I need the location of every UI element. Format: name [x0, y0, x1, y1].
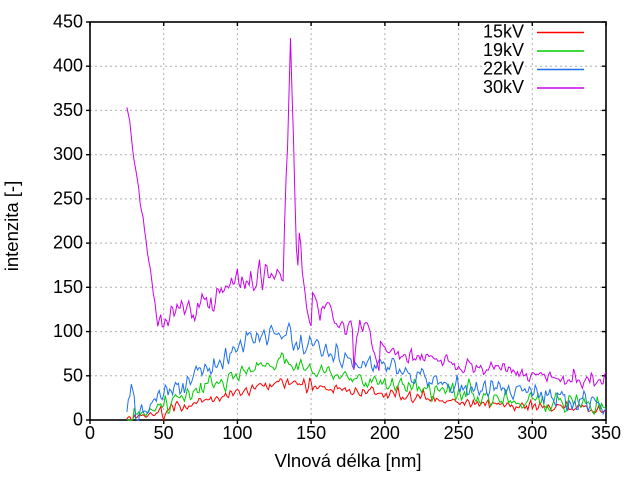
svg-text:200: 200	[53, 233, 83, 253]
svg-text:250: 250	[444, 423, 474, 443]
svg-text:22kV: 22kV	[483, 59, 524, 79]
svg-text:150: 150	[53, 277, 83, 297]
svg-text:100: 100	[53, 321, 83, 341]
svg-text:400: 400	[53, 56, 83, 76]
svg-text:300: 300	[517, 423, 547, 443]
svg-text:450: 450	[53, 12, 83, 32]
svg-text:19kV: 19kV	[483, 40, 524, 60]
svg-text:50: 50	[63, 365, 83, 385]
svg-text:350: 350	[53, 100, 83, 120]
svg-text:intenzita [-]: intenzita [-]	[1, 181, 22, 272]
svg-text:0: 0	[85, 423, 95, 443]
svg-text:30kV: 30kV	[483, 77, 524, 97]
svg-text:350: 350	[591, 423, 621, 443]
svg-text:250: 250	[53, 188, 83, 208]
svg-text:100: 100	[222, 423, 252, 443]
svg-text:Vlnová délka [nm]: Vlnová délka [nm]	[274, 450, 421, 471]
svg-text:50: 50	[154, 423, 174, 443]
svg-text:150: 150	[296, 423, 326, 443]
svg-text:300: 300	[53, 144, 83, 164]
svg-text:200: 200	[370, 423, 400, 443]
svg-text:0: 0	[73, 410, 83, 430]
svg-text:15kV: 15kV	[483, 22, 524, 42]
